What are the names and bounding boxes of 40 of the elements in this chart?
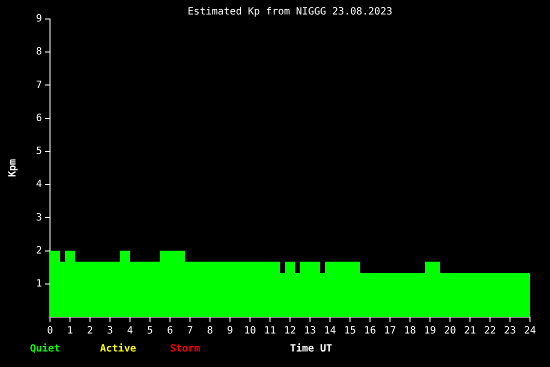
y-tick-label: 2 [36, 245, 42, 256]
y-tick-label: 5 [36, 146, 42, 158]
x-tick-label: 18 [404, 326, 416, 337]
x-tick-label: 19 [424, 326, 436, 337]
x-tick-label: 10 [244, 326, 256, 337]
y-tick-label: 3 [36, 212, 42, 224]
x-tick-label: 4 [126, 326, 134, 337]
x-tick-label: 7 [186, 326, 194, 337]
x-tick-label: 3 [106, 326, 114, 337]
text: Storm [170, 344, 200, 355]
chart-title: Estimated Kp from NIGGG 23.08.2023 [188, 6, 392, 18]
y-tick-label: 1 [36, 278, 42, 290]
x-tick-label: 14 [324, 326, 336, 337]
text: Active [100, 342, 136, 355]
x-tick-label: 9 [226, 326, 234, 337]
x-tick-label: 8 [206, 326, 214, 337]
x-tick-label: 12 [284, 326, 296, 337]
x-tick-label: 0 [46, 326, 54, 337]
text: Quiet [30, 342, 60, 355]
x-tick-label: 1 [66, 326, 74, 337]
x-tick-label: 16 [364, 326, 376, 337]
x-tick-label: 24 [524, 326, 536, 337]
y-tick-label: 9 [36, 14, 42, 25]
x-tick-label: 13 [304, 326, 316, 337]
x-tick-label: 20 [444, 326, 456, 337]
y-tick-label: 8 [36, 46, 42, 58]
x-tick-label: 22 [484, 326, 496, 337]
y-axis-title: Kpm [8, 158, 19, 178]
x-tick-label: 11 [264, 326, 276, 337]
y-tick-label: 6 [36, 112, 42, 124]
x-tick-label: 21 [464, 326, 476, 337]
x-tick-label: 15 [344, 326, 356, 337]
x-tick-label: 2 [86, 326, 94, 337]
x-tick-label: 6 [166, 326, 174, 337]
x-tick-label: 5 [146, 326, 154, 337]
x-axis-title: Time UT [290, 342, 332, 355]
x-tick-label: 23 [504, 326, 516, 337]
y-tick-label: 4 [36, 179, 42, 190]
x-tick-label: 17 [384, 326, 396, 337]
y-tick-label: 7 [36, 80, 42, 91]
